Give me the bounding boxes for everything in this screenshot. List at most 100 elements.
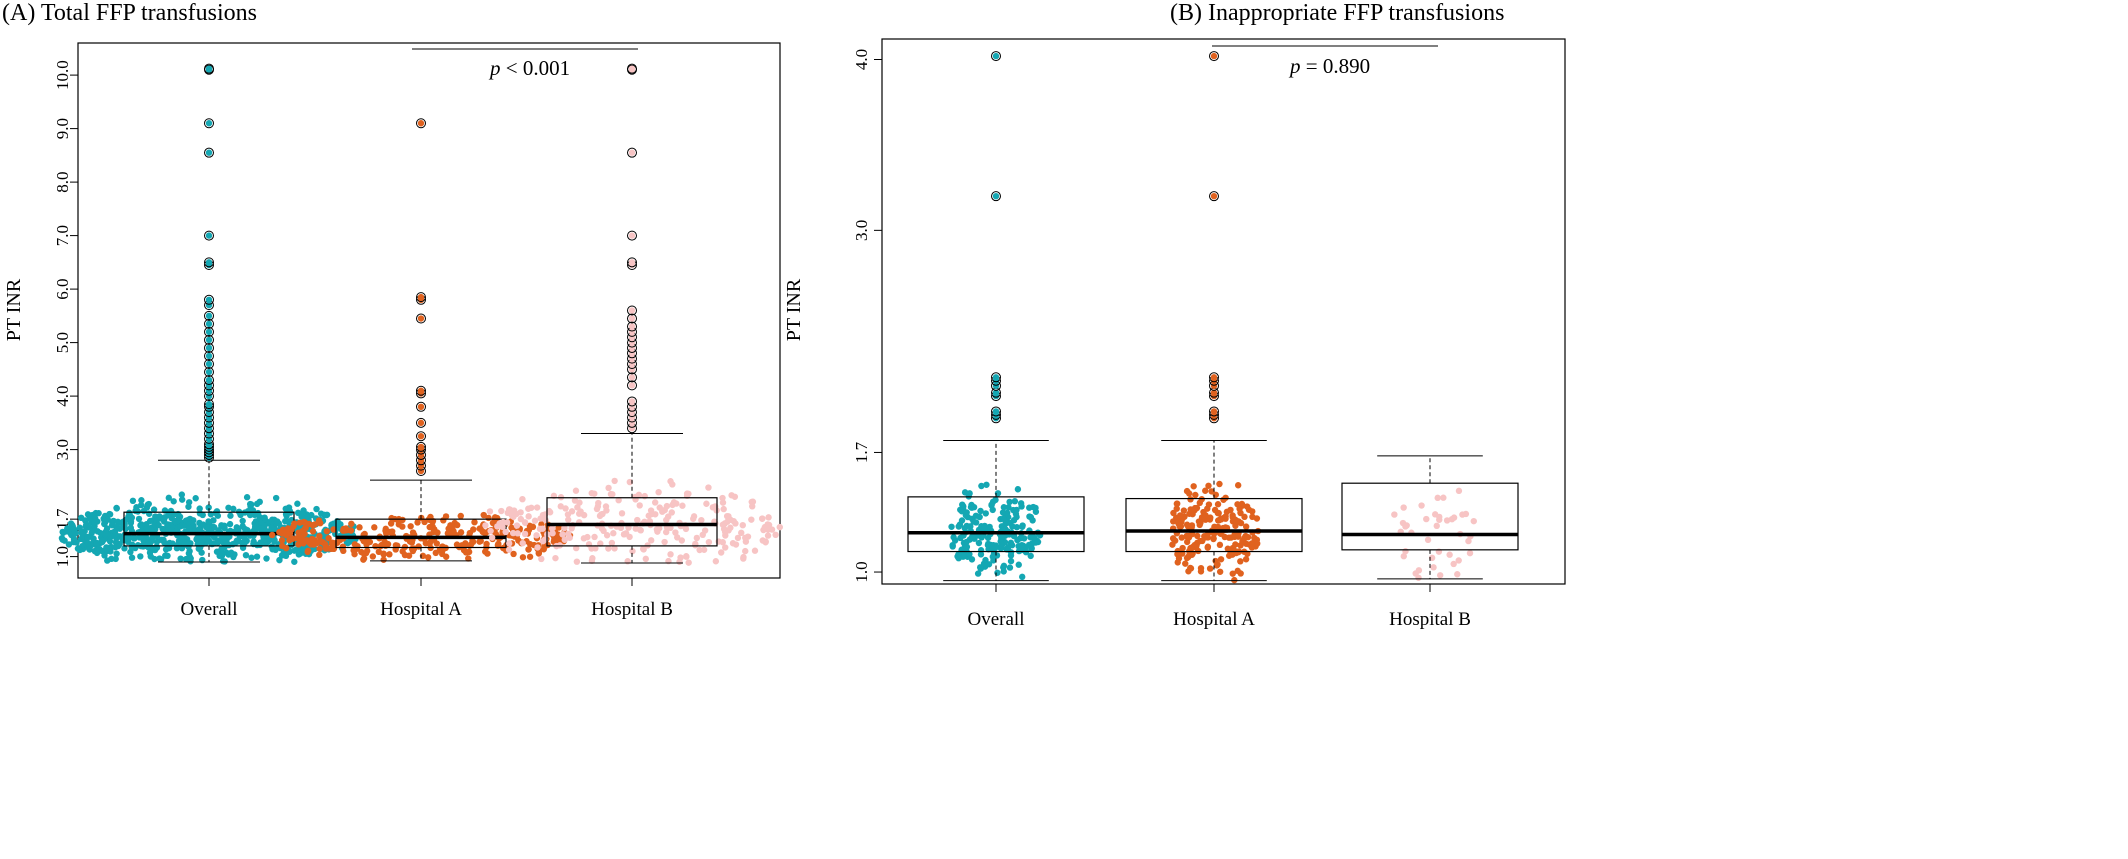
data-point [1030,534,1037,541]
data-point [106,538,114,545]
data-point [1187,564,1194,572]
outlier-fill [205,328,213,336]
data-point [1188,509,1196,516]
data-point [983,481,990,488]
data-point [380,556,387,563]
data-point [559,531,566,538]
data-point [734,534,742,542]
data-point [548,525,556,532]
data-point [129,497,137,505]
data-point [525,546,532,553]
data-point [273,518,281,525]
data-point [717,549,725,556]
data-point [170,498,177,505]
y-tick-label: 3.0 [53,439,72,460]
outlier-fill [992,374,1000,381]
data-point [1210,535,1217,543]
data-point [1237,519,1245,527]
data-point [719,494,726,502]
outlier-fill [628,307,636,314]
outlier-point [204,399,214,410]
data-point [1007,557,1015,565]
data-point [999,509,1007,516]
data-point [712,558,720,565]
data-point [350,547,357,554]
data-point [113,550,120,557]
data-point [155,521,162,529]
outlier-fill [205,336,213,344]
data-point [192,495,199,502]
data-point [173,545,181,552]
data-point [369,553,377,560]
data-point [440,517,447,524]
data-point [742,538,750,545]
data-point [1204,534,1212,541]
data-point [471,518,478,526]
data-point [1173,500,1181,507]
data-point [629,547,636,555]
outlier-fill [205,344,213,352]
data-point [739,521,746,529]
data-point [323,511,330,519]
data-point [429,518,436,526]
outlier-fill [205,392,213,400]
data-point [526,553,534,560]
outlier-point [204,350,214,361]
data-point [294,500,301,507]
data-point [709,504,717,511]
data-point [476,538,483,545]
data-point [482,522,489,529]
data-point [748,516,755,523]
data-point [164,521,172,528]
data-point [981,525,988,533]
data-point [696,546,703,554]
data-point [127,548,134,556]
data-point [146,549,154,556]
data-point [322,541,329,549]
data-point [457,512,464,520]
data-point [768,526,776,533]
data-point [720,505,727,513]
data-point [542,516,549,524]
data-point [448,530,456,537]
data-point [655,488,662,496]
data-point [705,538,713,546]
data-point [565,516,572,523]
data-point [729,540,737,547]
data-point [958,547,965,555]
data-point [591,533,598,541]
data-point [772,531,779,539]
y-axis-label: PT INR [783,278,805,341]
data-point [584,533,591,541]
data-point [744,533,752,540]
outlier-point [627,313,637,324]
data-point [205,518,212,525]
data-point [1440,494,1447,501]
data-point [652,511,659,518]
data-point [96,545,103,553]
data-point [966,550,973,558]
data-point [640,546,647,553]
data-point [1032,508,1040,515]
data-point [1237,558,1244,565]
data-point [226,520,234,528]
data-point [551,536,558,543]
data-point [84,539,92,547]
data-point [149,533,157,541]
outlier-point [416,292,426,303]
data-point [992,496,999,504]
data-point [93,539,101,547]
data-point [298,546,305,553]
data-point [1224,545,1232,552]
outlier-fill [628,366,636,373]
data-point [1418,502,1425,509]
data-point [178,544,186,552]
data-point [685,490,692,497]
data-point [594,503,602,510]
data-point [1217,556,1225,563]
data-point [256,514,264,522]
outlier-point [204,375,214,386]
data-point [693,534,701,542]
data-point [113,505,120,512]
outlier-fill [1210,374,1218,381]
